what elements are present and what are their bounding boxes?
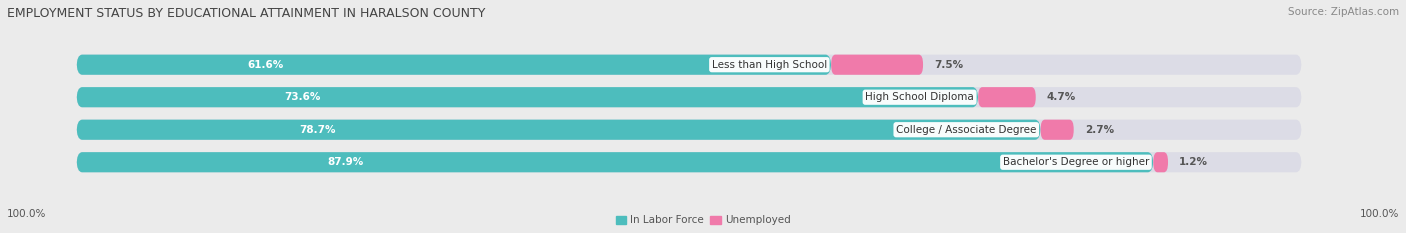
Text: 4.7%: 4.7% bbox=[1047, 92, 1076, 102]
FancyBboxPatch shape bbox=[77, 87, 979, 107]
Text: Source: ZipAtlas.com: Source: ZipAtlas.com bbox=[1288, 7, 1399, 17]
Text: College / Associate Degree: College / Associate Degree bbox=[896, 125, 1036, 135]
FancyBboxPatch shape bbox=[77, 87, 1302, 107]
Text: High School Diploma: High School Diploma bbox=[865, 92, 974, 102]
Text: 100.0%: 100.0% bbox=[1360, 209, 1399, 219]
FancyBboxPatch shape bbox=[77, 120, 1040, 140]
FancyBboxPatch shape bbox=[77, 152, 1153, 172]
FancyBboxPatch shape bbox=[77, 152, 1302, 172]
FancyBboxPatch shape bbox=[979, 87, 1036, 107]
FancyBboxPatch shape bbox=[77, 55, 831, 75]
Text: EMPLOYMENT STATUS BY EDUCATIONAL ATTAINMENT IN HARALSON COUNTY: EMPLOYMENT STATUS BY EDUCATIONAL ATTAINM… bbox=[7, 7, 485, 20]
Text: Bachelor's Degree or higher: Bachelor's Degree or higher bbox=[1002, 157, 1149, 167]
Legend: In Labor Force, Unemployed: In Labor Force, Unemployed bbox=[612, 211, 794, 230]
Text: 2.7%: 2.7% bbox=[1085, 125, 1114, 135]
Text: Less than High School: Less than High School bbox=[711, 60, 827, 70]
Text: 73.6%: 73.6% bbox=[284, 92, 321, 102]
FancyBboxPatch shape bbox=[1040, 120, 1074, 140]
Text: 7.5%: 7.5% bbox=[934, 60, 963, 70]
FancyBboxPatch shape bbox=[77, 55, 1302, 75]
Text: 61.6%: 61.6% bbox=[247, 60, 284, 70]
Text: 100.0%: 100.0% bbox=[7, 209, 46, 219]
FancyBboxPatch shape bbox=[77, 120, 1302, 140]
FancyBboxPatch shape bbox=[831, 55, 922, 75]
Text: 1.2%: 1.2% bbox=[1180, 157, 1208, 167]
FancyBboxPatch shape bbox=[1153, 152, 1168, 172]
Text: 78.7%: 78.7% bbox=[299, 125, 336, 135]
Text: 87.9%: 87.9% bbox=[328, 157, 364, 167]
